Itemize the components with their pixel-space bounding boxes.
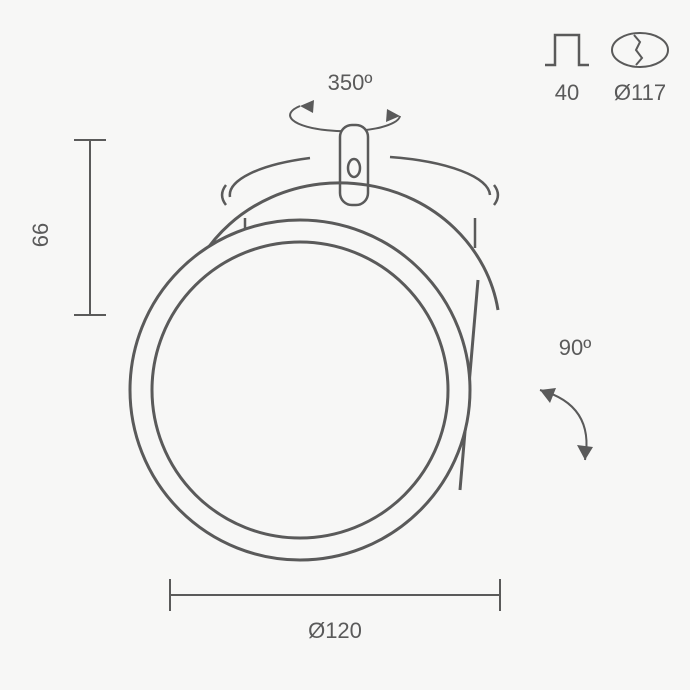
drawing-svg: 66 Ø120 350º 90º 40 Ø117 <box>0 0 690 690</box>
pivot-stem <box>340 125 368 205</box>
cutout-icon-label: 40 <box>555 80 579 105</box>
dim-base-label: Ø120 <box>308 618 362 643</box>
dim-tilt-label: 90º <box>559 335 592 360</box>
dim-rotation-label: 350º <box>328 70 373 95</box>
diameter-icon-label: Ø117 <box>614 80 666 105</box>
technical-drawing: 66 Ø120 350º 90º 40 Ø117 <box>0 0 690 690</box>
dim-height-label: 66 <box>28 223 53 247</box>
